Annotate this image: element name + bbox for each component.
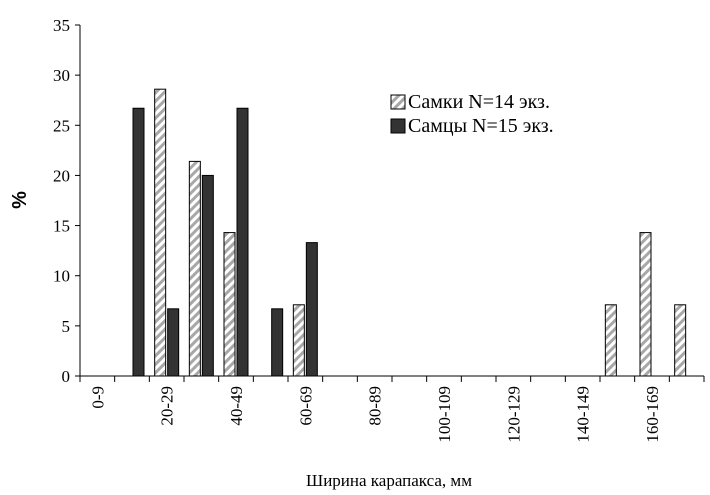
bar-males-20-29 xyxy=(167,308,180,377)
legend-label-females: Самки N=14 экз. xyxy=(408,91,550,113)
bar-males-60-69 xyxy=(305,242,318,377)
bar-females-20-29 xyxy=(154,88,167,377)
y-tick-label: 35 xyxy=(53,16,70,35)
x-tick-label: 0-9 xyxy=(88,386,107,409)
x-tick-label: 40-49 xyxy=(227,386,246,426)
bar-females-170-179 xyxy=(674,304,687,377)
x-tick-label: 160-169 xyxy=(643,386,662,443)
y-ticks-layer: 0 5 10 15 20 25 30 35 xyxy=(53,16,80,386)
x-axis-title: Ширина карапакса, мм xyxy=(306,471,472,490)
x-tick-label: 120-129 xyxy=(504,386,523,443)
y-tick-label: 30 xyxy=(53,66,70,85)
x-tick-label: 80-89 xyxy=(366,386,385,426)
bar-females-150-159 xyxy=(604,304,617,377)
y-tick-label: 20 xyxy=(53,166,70,185)
bar-males-10-19 xyxy=(132,107,145,377)
bar-males-30-39 xyxy=(201,174,214,377)
y-tick-label: 5 xyxy=(62,317,71,336)
legend-swatch-males xyxy=(390,118,406,134)
bar-males-50-59 xyxy=(271,308,284,377)
x-tick-label: 100-109 xyxy=(435,386,454,443)
legend-label-males: Самцы N=15 экз. xyxy=(408,115,554,137)
bar-females-40-49 xyxy=(223,232,236,377)
legend-swatch-females xyxy=(390,94,406,110)
bar-females-60-69 xyxy=(292,304,305,377)
bar-females-30-39 xyxy=(188,160,201,377)
bar-males-40-49 xyxy=(236,107,249,377)
bar-females-160-169 xyxy=(639,232,652,377)
bars-layer xyxy=(132,88,687,377)
y-axis-title: % xyxy=(9,191,31,209)
y-tick-label: 10 xyxy=(53,267,70,286)
x-tick-label: 20-29 xyxy=(158,386,177,426)
y-tick-label: 0 xyxy=(62,367,71,386)
x-ticks-layer: 0-9 20-29 40-49 60-69 80-89 100-109 120-129 140… xyxy=(79,376,705,443)
x-tick-label: 60-69 xyxy=(296,386,315,426)
x-tick-label: 140-149 xyxy=(574,386,593,443)
y-tick-label: 15 xyxy=(53,217,70,236)
y-tick-label: 25 xyxy=(53,116,70,135)
legend: Самки N=14 экз. Самцы N=15 экз. xyxy=(390,91,554,137)
